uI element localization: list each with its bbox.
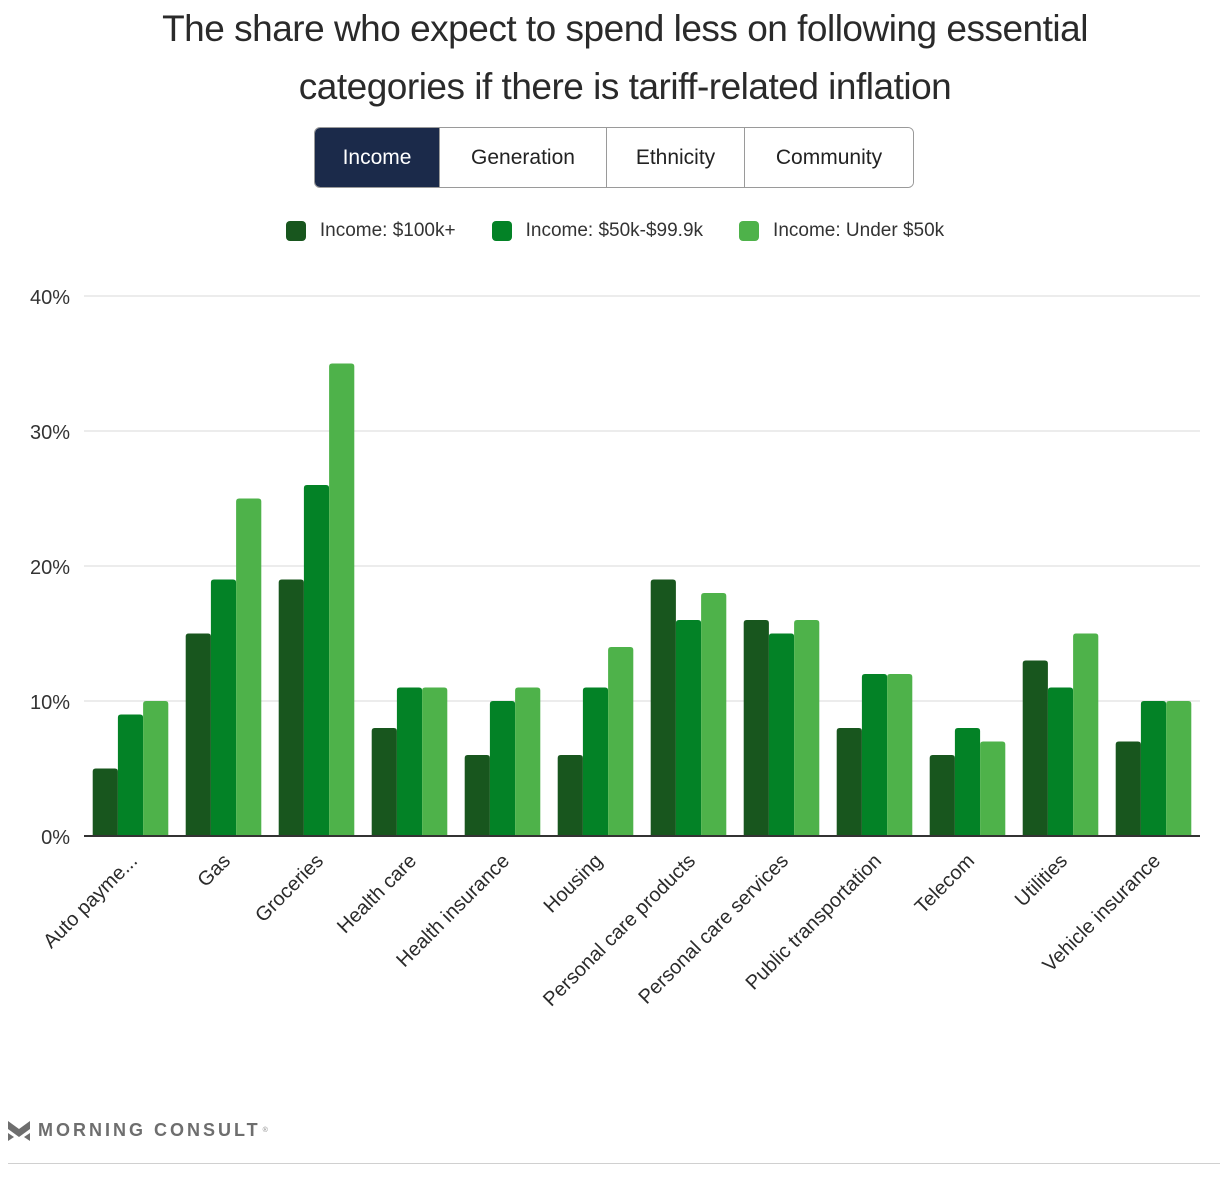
bar [489, 701, 516, 836]
chart-title: The share who expect to spend less on fo… [0, 0, 1220, 116]
x-tick-label: Housing [540, 850, 607, 917]
x-tick-label: Personal care services [634, 850, 793, 1009]
bar [608, 647, 634, 836]
x-tick-label: Utilities [1011, 850, 1072, 911]
footer-divider [8, 1163, 1220, 1164]
x-tick-label: Groceries [251, 850, 328, 927]
legend-swatch [491, 221, 512, 241]
x-tick-label: Telecom [911, 850, 979, 918]
y-tick-label: 40% [30, 287, 70, 309]
bar [1115, 741, 1141, 836]
bar [768, 633, 795, 836]
tab-community[interactable]: Community [744, 128, 913, 187]
bar [1047, 687, 1074, 836]
bar [515, 687, 541, 836]
trademark: ® [262, 1127, 268, 1134]
bar [650, 579, 676, 836]
bar [929, 755, 955, 836]
tab-income[interactable]: Income [315, 128, 439, 187]
x-tick-label: Personal care products [539, 850, 700, 1011]
legend-label: Income: $100k+ [319, 220, 456, 241]
bar [303, 485, 330, 836]
y-tick-label: 10% [30, 692, 70, 714]
bar [329, 363, 355, 836]
bar [887, 674, 913, 836]
legend-item-income-under-50k[interactable]: Income: Under $50k [739, 220, 944, 242]
bar [1140, 701, 1167, 836]
y-tick-label: 0% [41, 827, 70, 849]
bar [701, 593, 727, 836]
tab-ethnicity[interactable]: Ethnicity [606, 128, 744, 187]
bar [794, 620, 820, 836]
segment-tabs: Income Generation Ethnicity Community [314, 127, 914, 188]
bar [836, 728, 862, 836]
bar-chart: 0%10%20%30%40%Auto payme... Gas Groceries H… [30, 287, 1200, 1011]
legend-item-income-100k[interactable]: Income: $100k+ [285, 220, 456, 242]
bar [743, 620, 769, 836]
legend-label: Income: Under $50k [773, 220, 945, 241]
bar [675, 620, 702, 836]
bar [185, 633, 211, 836]
bar [143, 701, 169, 836]
y-tick-label: 30% [30, 422, 70, 444]
brand-name: MORNING CONSULT [38, 1120, 261, 1140]
bar [464, 755, 490, 836]
bar [117, 714, 144, 836]
bar [92, 768, 118, 836]
bar [1073, 633, 1099, 836]
bar [861, 674, 888, 836]
bar [422, 687, 448, 836]
x-tick-label: Health care [333, 850, 421, 938]
bar [980, 741, 1006, 836]
bar [210, 579, 237, 836]
tab-generation[interactable]: Generation [439, 128, 606, 187]
bar [1022, 660, 1048, 836]
bar [557, 755, 583, 836]
bar [954, 728, 981, 836]
legend-swatch [739, 221, 760, 241]
bar [1166, 701, 1192, 836]
bar [278, 579, 304, 836]
bar [236, 498, 262, 836]
legend-item-income-50k-99k[interactable]: Income: $50k-$99.9k [491, 220, 704, 242]
legend-swatch [285, 221, 306, 241]
chart-title-line-1: The share who expect to spend less on fo… [162, 8, 1088, 49]
x-tick-label: Gas [194, 850, 235, 891]
x-tick-label: Auto payme... [39, 850, 142, 953]
legend-label: Income: $50k-$99.9k [525, 220, 704, 241]
chart-title-line-2: categories if there is tariff-related in… [298, 66, 952, 107]
y-tick-label: 20% [30, 557, 70, 579]
chart-legend: Income: $100k+ Income: $50k-$99.9k Incom… [0, 220, 1220, 242]
bar [371, 728, 397, 836]
morning-consult-logo: MORNING CONSULT ® [8, 1120, 268, 1141]
morning-consult-chevron-icon [8, 1120, 30, 1141]
bar [396, 687, 423, 836]
bar [582, 687, 609, 836]
